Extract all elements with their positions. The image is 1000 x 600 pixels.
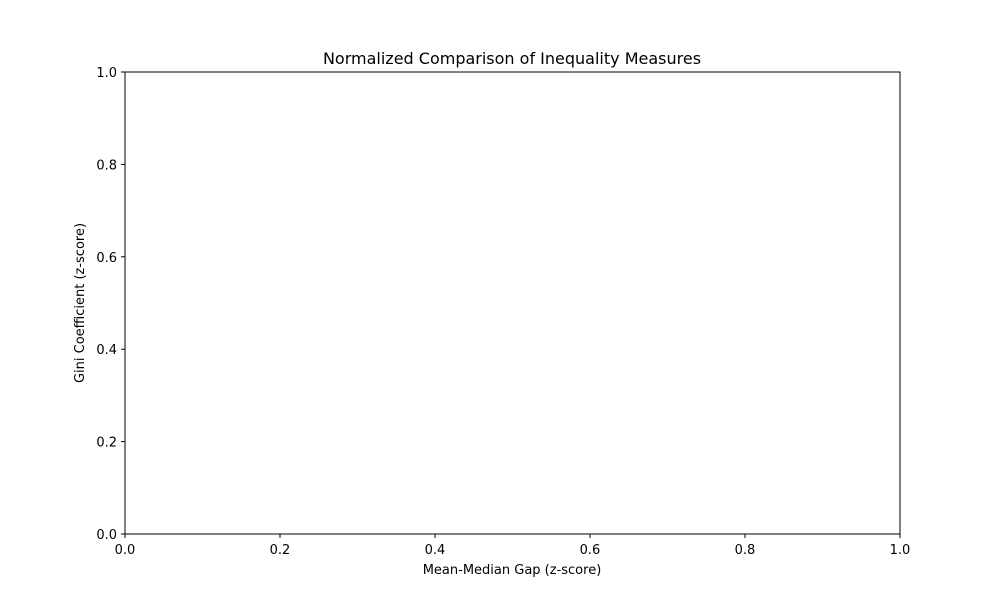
x-tick-label: 1.0 [890,543,911,558]
x-axis-ticks: 0.0 0.2 0.4 0.6 0.8 1.0 [115,534,911,558]
x-tick-label: 0.0 [115,543,136,558]
chart-title: Normalized Comparison of Inequality Meas… [323,49,701,68]
y-tick-label: 0.6 [96,251,117,266]
y-tick-label: 0.4 [96,343,117,358]
y-tick-label: 0.8 [96,158,117,173]
x-tick-label: 0.8 [735,543,756,558]
y-axis-label: Gini Coefficient (z-score) [73,223,88,383]
y-tick-label: 0.0 [96,528,117,543]
plot-area [124,71,901,535]
y-axis-ticks: 0.0 0.2 0.4 0.6 0.8 1.0 [96,66,125,543]
x-tick-label: 0.2 [270,543,291,558]
x-tick-label: 0.6 [580,543,601,558]
y-tick-label: 0.2 [96,436,117,451]
plot-frame [124,71,901,535]
x-axis-label: Mean-Median Gap (z-score) [423,563,602,578]
y-tick-label: 1.0 [96,66,117,81]
x-tick-label: 0.4 [425,543,446,558]
